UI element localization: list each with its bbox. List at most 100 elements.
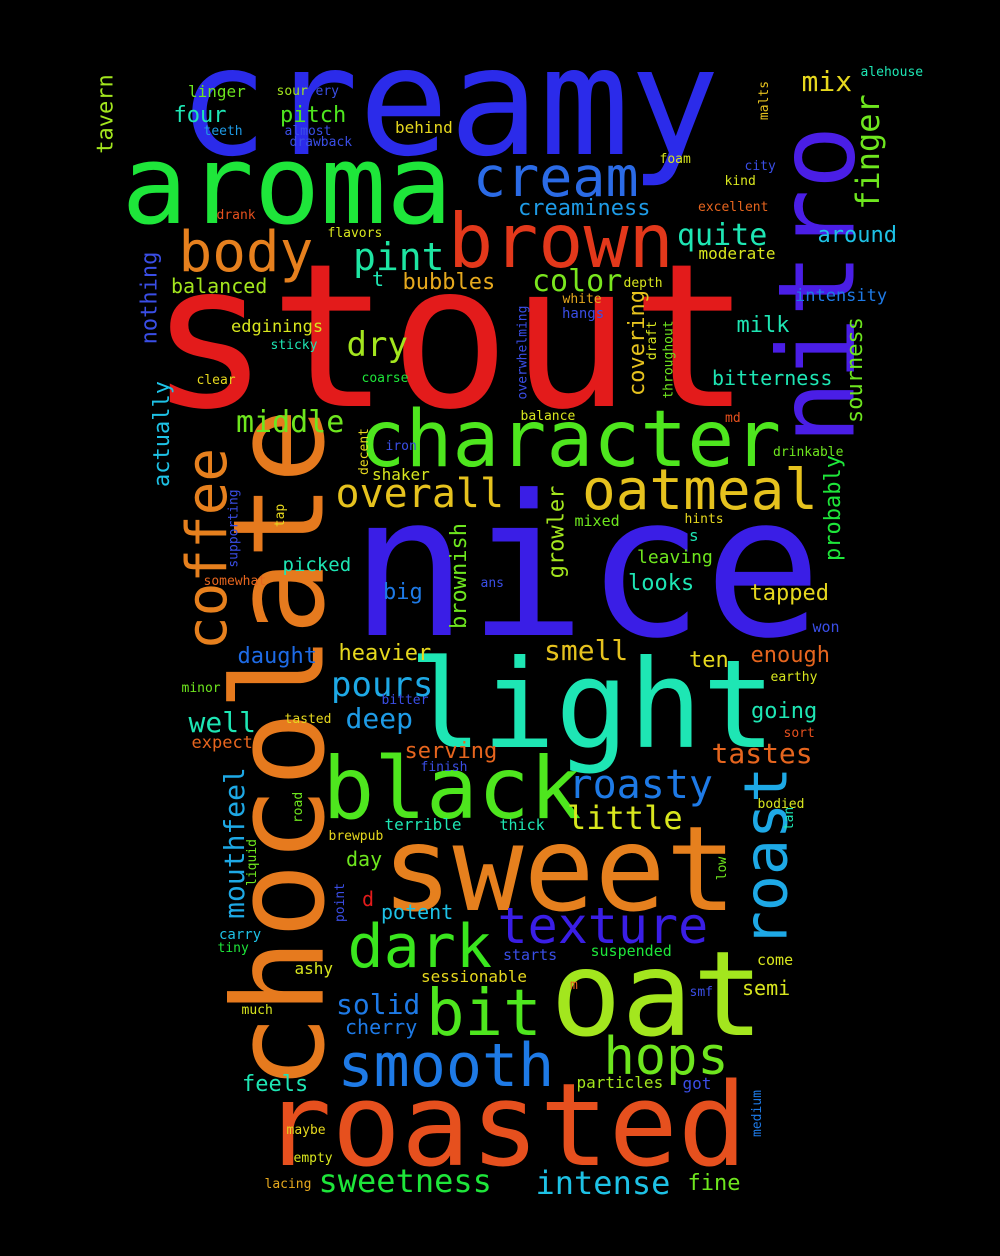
word-pours: pours (331, 665, 434, 705)
word-malts: malts (756, 80, 772, 120)
word-sessionable: sessionable (421, 967, 527, 986)
word-overwhelming: overwhelming (515, 305, 531, 399)
word-tiny: tiny (217, 940, 249, 956)
word-daught: daught (237, 644, 317, 669)
word-cream: cream (473, 144, 639, 209)
word-iron: iron (385, 438, 417, 454)
word-bit: bit (426, 977, 542, 1051)
word-black: black (322, 739, 582, 839)
word-ans: ans (480, 575, 504, 591)
word-oatmeal: oatmeal (582, 458, 819, 523)
word-starts: starts (503, 945, 558, 964)
word-ery: ery (315, 83, 339, 99)
word-md: md (725, 410, 741, 426)
word-enough: enough (750, 643, 830, 668)
word-middle: middle (236, 405, 345, 440)
word-texture: texture (497, 897, 709, 955)
word-suspended: suspended (590, 941, 672, 960)
word-particles: particles (576, 1073, 664, 1092)
word-roast: roast (730, 766, 801, 948)
word-body: body (178, 220, 314, 285)
word-character: character (358, 395, 782, 485)
word-finger: finger (848, 94, 887, 210)
word-bubbles: bubbles (402, 270, 496, 295)
word-liquid: liquid (244, 838, 260, 886)
word-tastes: tastes (711, 737, 813, 770)
word-supporting: supporting (226, 488, 242, 568)
word-dark: dark (347, 912, 493, 982)
word-oat: oat (550, 925, 764, 1063)
word-much: much (241, 1002, 273, 1018)
word-roasty: roasty (568, 762, 714, 808)
word-aroma: aroma (121, 121, 453, 249)
word-earthy: earthy (770, 669, 818, 685)
word-roasted: roasted (262, 1058, 748, 1193)
word-leaving: leaving (637, 547, 713, 568)
word-milk: milk (736, 313, 790, 338)
word-hops: hops (603, 1027, 729, 1087)
word-m: m (570, 977, 578, 993)
word-tan: tan (781, 806, 797, 830)
word-kind: kind (724, 173, 756, 189)
word-brown: brown (448, 196, 674, 285)
word-white: white (562, 291, 602, 307)
word-alehouse: alehouse (860, 64, 924, 80)
word-balanced: balanced (171, 274, 268, 298)
word-dry: dry (346, 325, 408, 365)
word-coarse: coarse (361, 370, 409, 386)
word-tapped: tapped (749, 581, 829, 606)
word-d: d (362, 887, 375, 911)
word-intensity: intensity (795, 285, 888, 306)
word-thick: thick (499, 815, 545, 834)
word-s: s (689, 526, 699, 545)
word-behind: behind (395, 118, 453, 137)
word-lacing: lacing (264, 1176, 312, 1192)
word-fine: fine (687, 1171, 741, 1196)
word-sour: sour (276, 83, 308, 99)
word-serving: serving (404, 739, 498, 764)
word-semi: semi (742, 976, 791, 1000)
word-sort: sort (783, 725, 815, 741)
word-hangs: hangs (562, 306, 605, 322)
word-expect: expect (191, 732, 253, 753)
word-mix: mix (801, 65, 853, 98)
word-draft: draft (644, 320, 660, 360)
word-sticky: sticky (270, 337, 318, 353)
word-bitterness: bitterness (712, 366, 833, 390)
word-around: around (817, 223, 897, 248)
word-well: well (188, 706, 256, 739)
word-minor: minor (181, 680, 221, 696)
word-t: t (372, 267, 385, 291)
word-quite: quite (677, 218, 768, 253)
word-throughout: throughout (661, 319, 677, 399)
word-stout: stout (149, 221, 752, 454)
word-ashy: ashy (294, 959, 334, 978)
word-tavern: tavern (93, 74, 119, 154)
word-tasted: tasted (284, 711, 332, 727)
word-heavier: heavier (338, 641, 432, 666)
word-carry: carry (219, 927, 262, 943)
word-sourness: sourness (842, 317, 868, 423)
word-nice: nice (350, 454, 823, 682)
word-bodied: bodied (757, 796, 805, 812)
word-drawback: drawback (289, 134, 353, 150)
word-day: day (346, 847, 383, 871)
word-almost: almost (284, 123, 332, 139)
word-picked: picked (282, 553, 352, 576)
word-flavors: flavors (327, 225, 383, 241)
word-won: won (812, 617, 840, 636)
word-city: city (744, 158, 776, 174)
word-drinkable: drinkable (773, 444, 844, 460)
word-bitter: bitter (381, 692, 429, 708)
word-feels: feels (242, 1072, 309, 1097)
word-somewhat: somewhat (203, 573, 267, 589)
word-sweetness: sweetness (318, 1162, 492, 1200)
word-solid: solid (336, 988, 421, 1021)
word-creamy: creamy (178, 16, 720, 190)
word-shaker: shaker (372, 465, 430, 484)
word-low: low (714, 856, 730, 880)
word-smell: smell (544, 634, 629, 667)
word-balance: balance (520, 408, 576, 424)
word-maybe: maybe (286, 1122, 326, 1138)
